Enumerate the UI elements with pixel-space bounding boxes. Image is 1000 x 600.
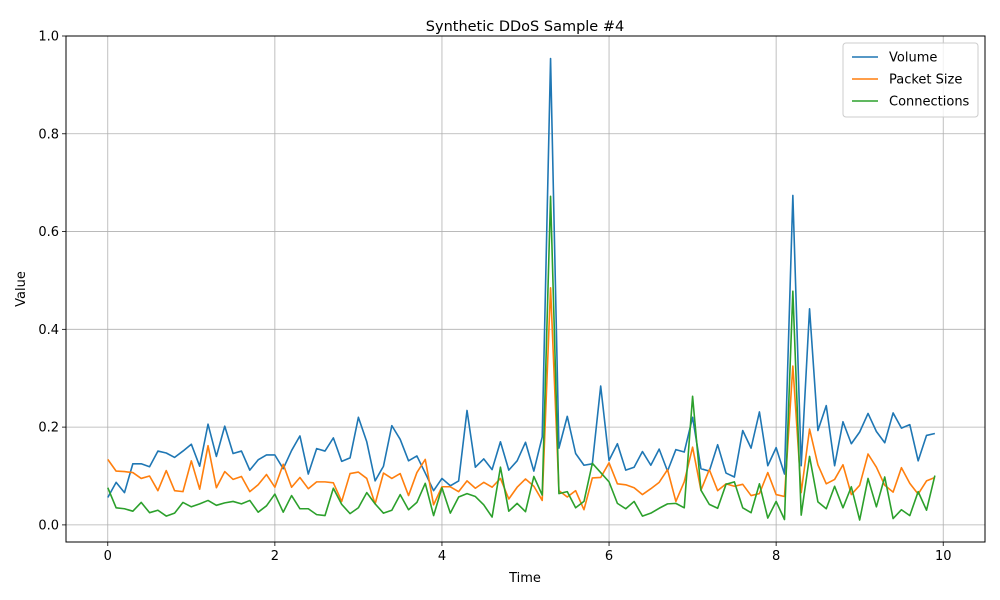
y-tick-label: 0.6 [38, 225, 59, 240]
legend: Volume Packet Size Connections [842, 42, 979, 118]
x-tick-label: 10 [935, 549, 952, 564]
series-line-packet-size [107, 286, 936, 511]
grid [66, 35, 985, 542]
y-tick-label: 0.2 [38, 421, 59, 436]
plot-frame [65, 35, 986, 543]
legend-label-connections: Connections [889, 95, 970, 110]
x-tick-label: 0 [104, 549, 112, 564]
x-tick-label: 6 [605, 549, 613, 564]
chart-title: Synthetic DDoS Sample #4 [426, 19, 624, 35]
x-tick-label: 2 [271, 549, 279, 564]
x-axis: 0 2 4 6 8 10 [104, 542, 952, 564]
y-axis: 0.0 0.2 0.4 0.6 0.8 1.0 [38, 30, 66, 533]
series-lines [107, 57, 936, 521]
y-tick-label: 1.0 [38, 30, 59, 45]
legend-frame [842, 42, 979, 118]
y-axis-label: Value [14, 271, 29, 307]
y-tick-label: 0.8 [38, 127, 59, 142]
x-axis-label: Time [508, 571, 541, 586]
y-tick-label: 0.4 [38, 323, 59, 338]
x-tick-label: 8 [772, 549, 780, 564]
x-tick-label: 4 [438, 549, 446, 564]
legend-label-packet-size: Packet Size [889, 73, 962, 88]
y-tick-label: 0.0 [38, 518, 59, 533]
series-line-connections [107, 195, 936, 521]
legend-label-volume: Volume [889, 51, 937, 66]
series-line-volume [107, 57, 936, 498]
